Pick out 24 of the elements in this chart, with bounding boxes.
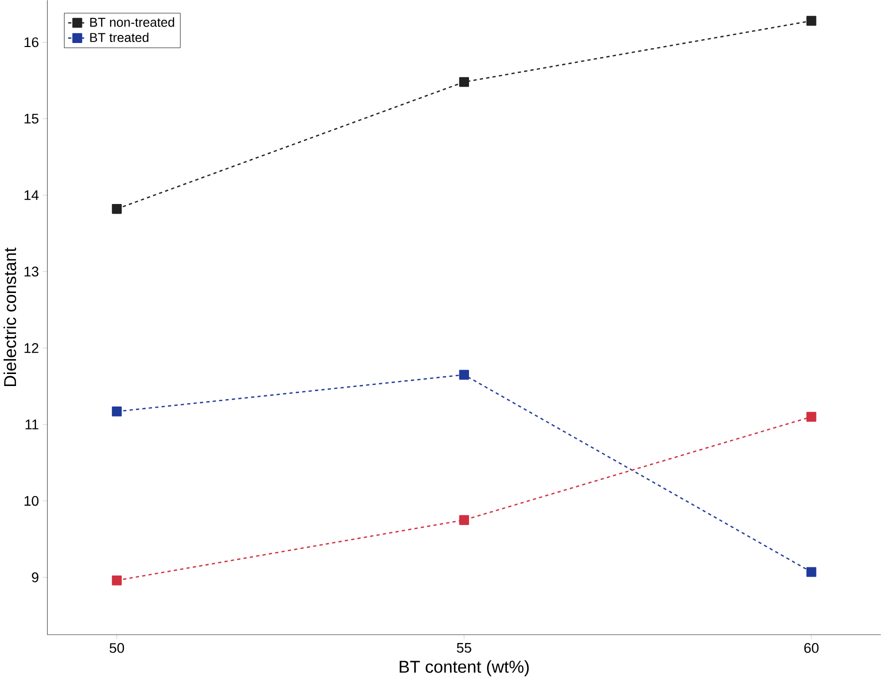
- point: [459, 370, 470, 380]
- y-tick-label: 11: [26, 420, 38, 430]
- y-axis-title: Dielectric constant: [4, 248, 16, 386]
- x-tick-label: 50: [110, 643, 124, 653]
- y-tick-label: 12: [24, 343, 38, 353]
- point: [459, 515, 470, 526]
- y-tick-label: 10: [24, 496, 38, 506]
- y-tick-label: 9: [32, 572, 38, 582]
- x-tick-label: 55: [456, 643, 472, 653]
- legend-label: BT treated: [90, 32, 148, 42]
- y-tick-label: 16: [24, 37, 38, 48]
- point: [112, 576, 122, 586]
- point: [806, 412, 816, 422]
- x-tick-label: 60: [804, 643, 819, 653]
- point: [459, 77, 470, 88]
- legend-label: BT non-treated: [90, 18, 174, 27]
- x-axis-title: BT content (wt%): [400, 660, 529, 676]
- point: [112, 406, 122, 416]
- point: [806, 16, 816, 26]
- point: [112, 204, 122, 214]
- y-tick-label: 13: [24, 266, 38, 277]
- point: [806, 567, 816, 578]
- y-tick-label: 15: [24, 114, 38, 124]
- y-tick-label: 14: [24, 190, 39, 200]
